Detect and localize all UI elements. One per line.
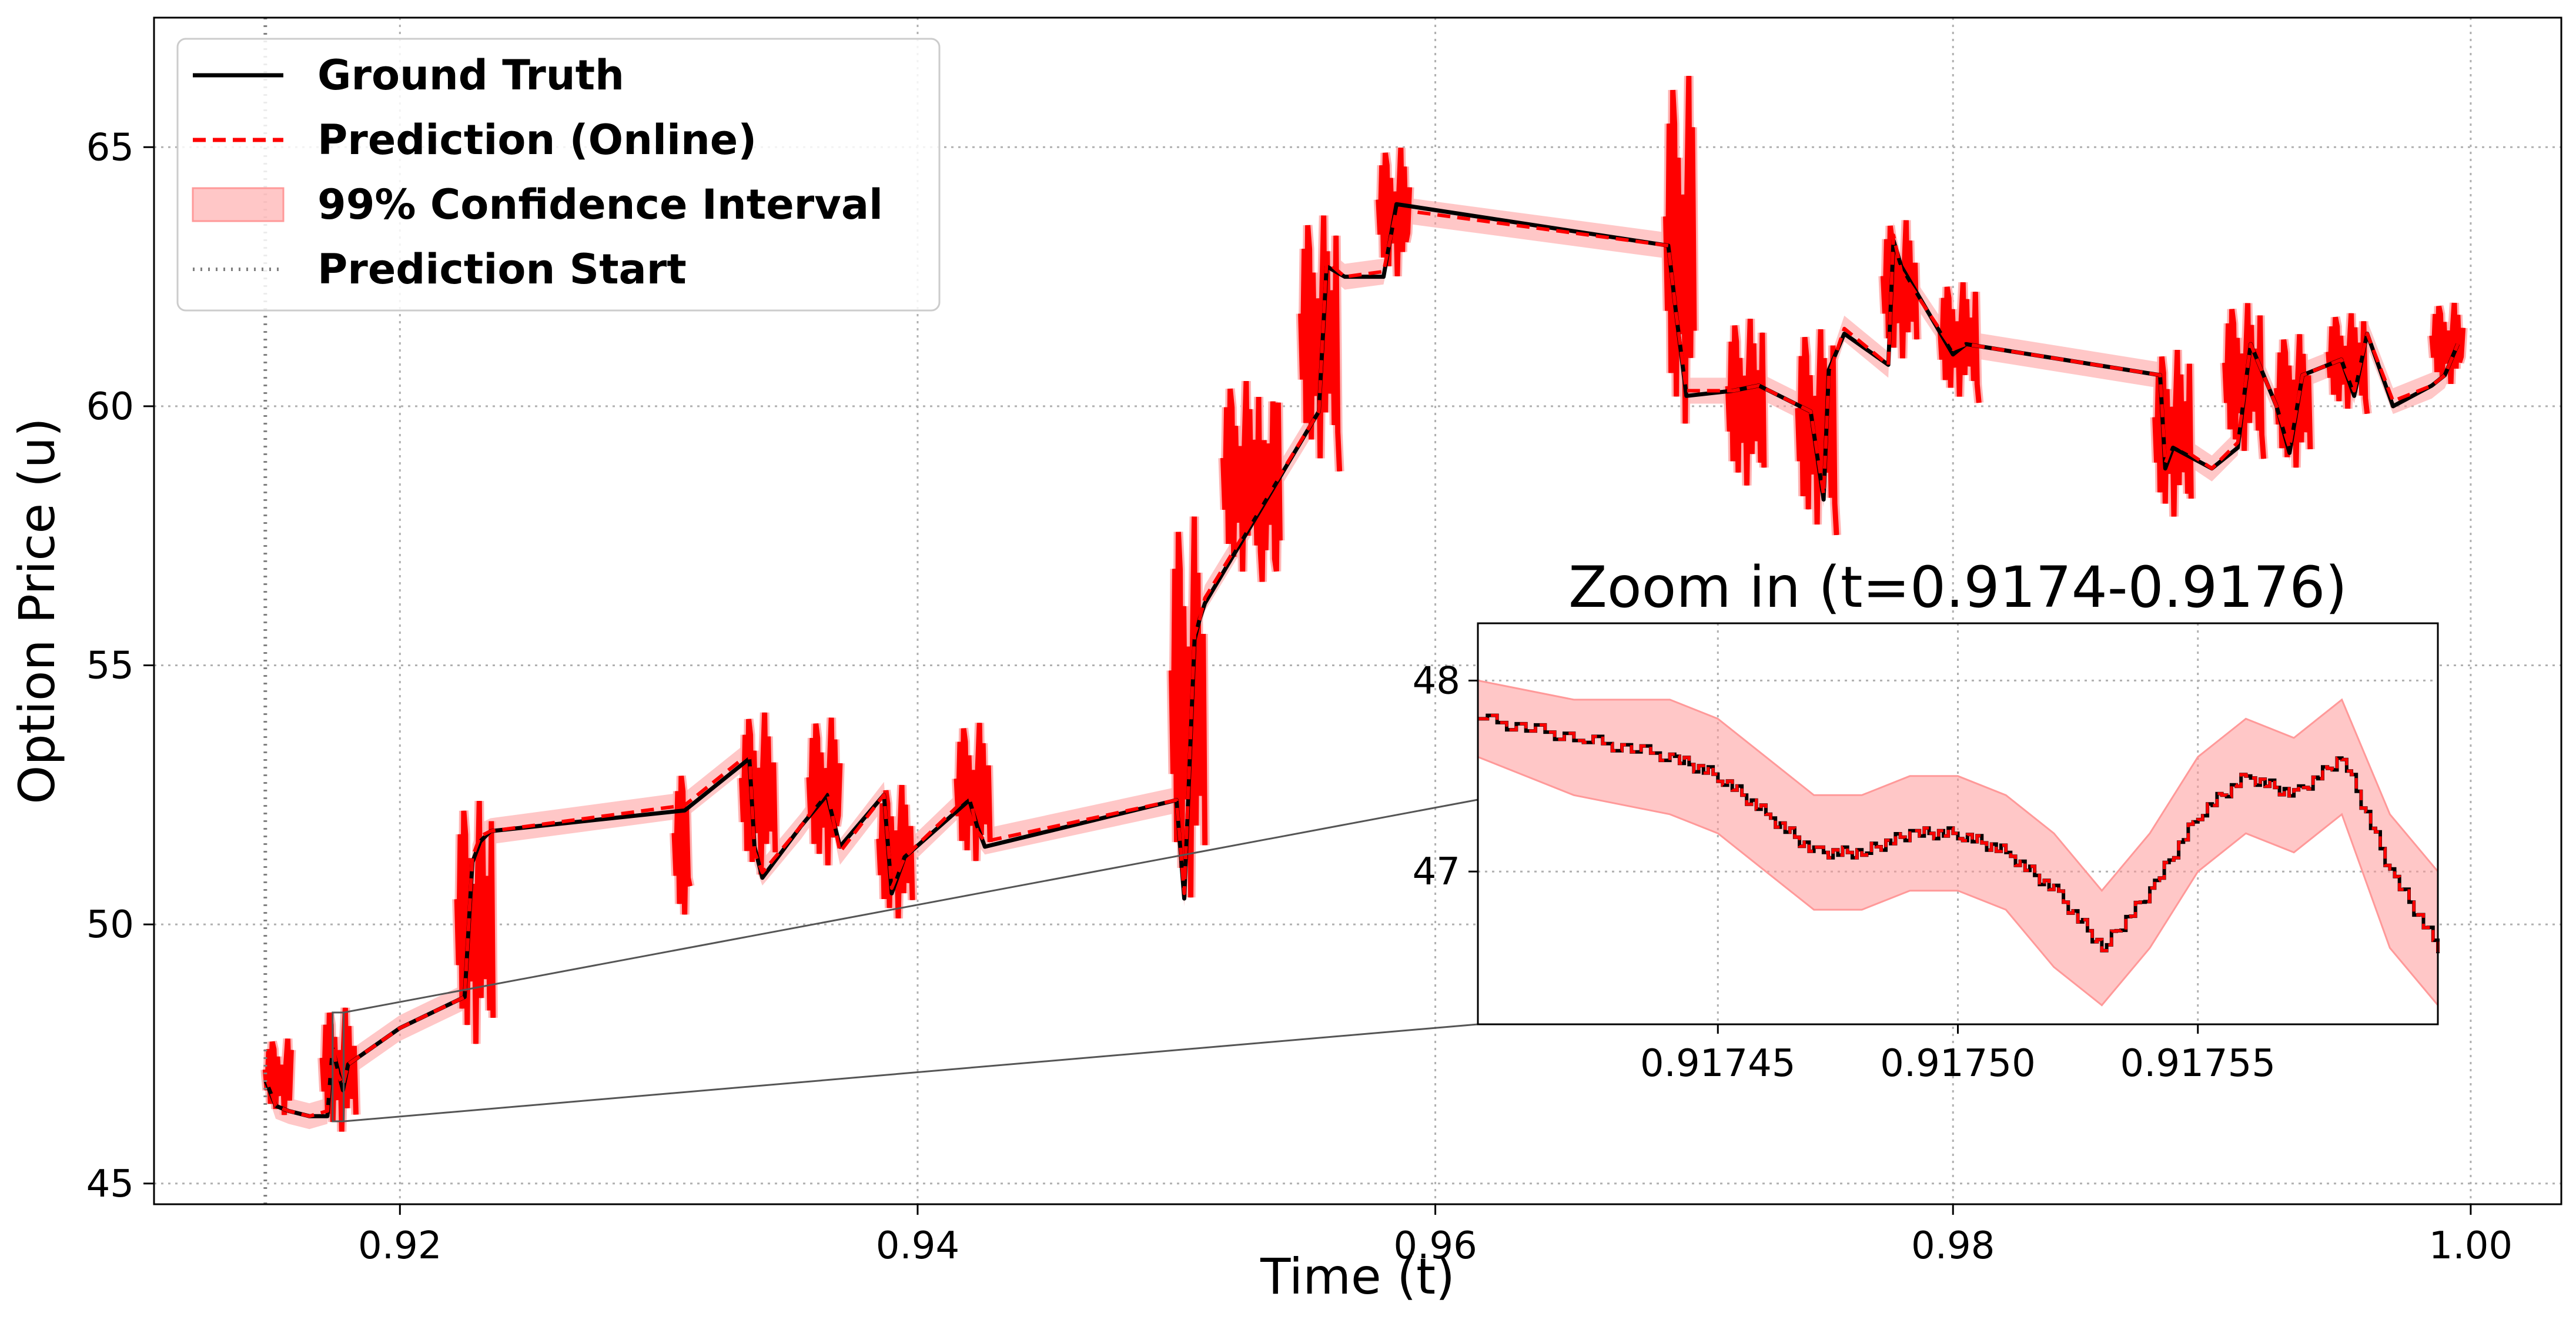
- main-volatility-prediction: [1298, 215, 1343, 472]
- main-volatility-prediction: [1663, 76, 1697, 424]
- main-volatility-prediction: [454, 801, 496, 1044]
- zoom-connector-line: [343, 799, 1478, 1014]
- main-volatility-prediction: [1725, 319, 1767, 486]
- inset-y-tick-label: 47: [1413, 850, 1460, 894]
- zoom-connector-line: [343, 1023, 1478, 1122]
- inset-x-tick-label: 0.91745: [1640, 1042, 1796, 1085]
- main-y-tick-label: 60: [86, 385, 134, 429]
- inset-prediction-line: [1478, 714, 2440, 954]
- main-volatility-prediction: [1937, 282, 1982, 403]
- main-y-ticks: 45 50 55 60 65: [86, 126, 154, 1206]
- main-volatility-bands: [260, 76, 2468, 1132]
- inset-plot: 0.91745 0.91750 0.91755 47 48 Zoom in (t=0.…: [1413, 554, 2440, 1085]
- y-axis-label: Option Price (u): [8, 417, 66, 804]
- main-volatility-prediction: [671, 776, 692, 915]
- legend-ground-truth-label: Ground Truth: [317, 51, 624, 99]
- main-plot-frame: [153, 16, 2562, 1205]
- x-axis-label: Time (t): [1260, 1248, 1455, 1305]
- main-y-tick-label: 55: [86, 644, 134, 688]
- main-x-tick-label: 0.98: [1911, 1224, 1995, 1268]
- main-volatility-prediction: [1376, 148, 1413, 276]
- legend-prediction-label: Prediction (Online): [317, 116, 757, 164]
- inset-x-tick-label: 0.91750: [1880, 1042, 2036, 1085]
- main-volatility-prediction: [954, 723, 993, 861]
- prediction-line: [263, 208, 2460, 1118]
- inset-title: Zoom in (t=0.9174-0.9176): [1568, 554, 2347, 620]
- inset-y-tick-label: 48: [1413, 659, 1460, 703]
- main-x-ticks: 0.92 0.94 0.96 0.98 1.00: [358, 1204, 2513, 1268]
- inset-y-ticks: 47 48: [1413, 659, 1478, 894]
- main-volatility-prediction: [1220, 380, 1283, 582]
- main-series-lines: [263, 202, 2460, 1118]
- inset-x-ticks: 0.91745 0.91750 0.91755: [1640, 1024, 2276, 1085]
- inset-x-tick-label: 0.91755: [2120, 1042, 2276, 1085]
- main-volatility-prediction: [876, 784, 915, 918]
- main-plot: 0.92 0.94 0.96 0.98 1.00 45 50 55 60 65 Time (t)…: [8, 16, 2562, 1305]
- main-volatility-prediction: [2274, 334, 2313, 468]
- legend-confidence-swatch: [192, 187, 285, 222]
- main-x-tick-label: 0.92: [358, 1224, 442, 1268]
- legend-prediction-start-label: Prediction Start: [317, 245, 687, 293]
- main-x-tick-label: 0.94: [876, 1224, 960, 1268]
- main-volatility-prediction: [1795, 329, 1839, 536]
- main-y-tick-label: 45: [86, 1162, 134, 1206]
- main-x-tick-label: 0.96: [1393, 1224, 1477, 1268]
- zoom-region-box: [332, 1011, 345, 1122]
- main-volatility-prediction: [1169, 516, 1208, 898]
- main-volatility-prediction: [806, 717, 843, 866]
- legend-confidence-label: 99% Confidence Interval: [317, 181, 883, 229]
- legend: Ground Truth Prediction (Online) 99% Con…: [176, 38, 941, 312]
- main-volatility-prediction: [262, 1038, 294, 1115]
- main-y-tick-label: 50: [86, 903, 134, 947]
- zoom-connector: [332, 799, 1478, 1122]
- main-y-tick-label: 65: [86, 126, 134, 169]
- main-volatility-prediction: [739, 712, 778, 875]
- main-volatility-prediction: [2222, 303, 2267, 459]
- main-x-tick-label: 1.00: [2429, 1224, 2513, 1268]
- main-volatility-prediction: [2429, 302, 2466, 385]
